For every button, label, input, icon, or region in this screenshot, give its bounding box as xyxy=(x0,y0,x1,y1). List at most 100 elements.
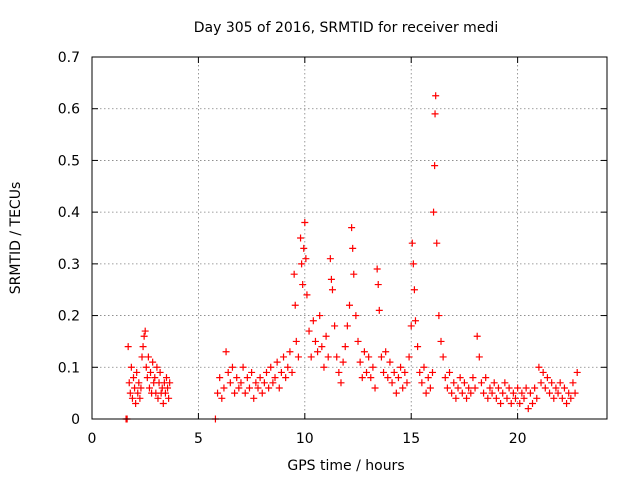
data-point xyxy=(348,224,356,232)
data-point xyxy=(153,363,161,371)
data-point xyxy=(260,379,268,387)
data-point xyxy=(161,389,169,397)
y-tick-label: 0.2 xyxy=(58,309,80,325)
data-point xyxy=(501,379,509,387)
data-point xyxy=(138,353,146,361)
data-point xyxy=(509,389,517,397)
data-point xyxy=(142,363,150,371)
data-point xyxy=(341,343,349,351)
data-point xyxy=(263,368,271,376)
data-point xyxy=(365,353,373,361)
data-point xyxy=(360,348,368,356)
data-point xyxy=(228,363,236,371)
data-point xyxy=(226,379,234,387)
data-point xyxy=(133,368,141,376)
data-point xyxy=(218,394,226,402)
data-point xyxy=(248,368,256,376)
data-point xyxy=(556,379,564,387)
data-point xyxy=(286,348,294,356)
data-point xyxy=(320,363,328,371)
data-point xyxy=(432,92,440,100)
data-point xyxy=(124,343,132,351)
y-tick-label: 0.6 xyxy=(58,102,80,118)
data-point xyxy=(488,389,496,397)
data-point xyxy=(567,394,575,402)
data-point xyxy=(141,327,149,335)
data-point xyxy=(411,317,419,325)
data-point xyxy=(490,379,498,387)
data-point xyxy=(439,353,447,361)
data-point xyxy=(550,394,558,402)
data-point xyxy=(390,368,398,376)
data-point xyxy=(465,384,473,392)
data-point xyxy=(409,260,417,268)
data-point xyxy=(394,374,402,382)
data-point xyxy=(135,379,143,387)
data-point xyxy=(154,394,162,402)
data-point xyxy=(471,384,479,392)
data-point xyxy=(333,353,341,361)
data-point xyxy=(126,389,134,397)
data-point xyxy=(565,389,573,397)
data-point xyxy=(377,353,385,361)
data-point xyxy=(277,368,285,376)
data-point xyxy=(156,368,164,376)
data-point xyxy=(294,353,302,361)
data-point xyxy=(558,394,566,402)
data-point xyxy=(452,394,460,402)
y-tick-label: 0.7 xyxy=(58,50,80,66)
data-point xyxy=(288,368,296,376)
y-tick-label: 0.4 xyxy=(58,205,80,221)
data-point xyxy=(245,384,253,392)
data-point xyxy=(302,255,310,263)
data-point xyxy=(539,368,547,376)
data-point xyxy=(388,379,396,387)
data-point xyxy=(430,208,438,216)
data-point xyxy=(511,394,519,402)
data-point xyxy=(214,389,222,397)
data-point xyxy=(505,384,513,392)
data-point xyxy=(324,353,332,361)
data-point xyxy=(384,374,392,382)
data-point xyxy=(254,384,262,392)
data-point xyxy=(127,363,135,371)
data-point xyxy=(147,368,155,376)
data-point xyxy=(386,358,394,366)
data-point xyxy=(343,322,351,330)
data-point xyxy=(307,353,315,361)
y-tick-label: 0 xyxy=(71,412,80,428)
data-point xyxy=(463,394,471,402)
data-point xyxy=(446,368,454,376)
data-point xyxy=(497,399,505,407)
data-point xyxy=(460,379,468,387)
data-point xyxy=(220,384,228,392)
data-point xyxy=(560,384,568,392)
data-point xyxy=(280,353,288,361)
data-point xyxy=(541,384,549,392)
data-point xyxy=(397,363,405,371)
chart-title: Day 305 of 2016, SRMTID for receiver med… xyxy=(194,20,498,36)
data-point xyxy=(151,374,159,382)
data-point xyxy=(164,384,172,392)
data-point xyxy=(473,332,481,340)
data-point xyxy=(327,275,335,283)
tick-labels: 0 5 10 15 20 0 0.1 0.2 0.3 0.4 0.5 0.6 0.7 xyxy=(58,50,527,447)
data-point xyxy=(129,374,137,382)
data-point xyxy=(458,389,466,397)
data-point xyxy=(375,306,383,314)
data-point xyxy=(492,394,500,402)
data-point xyxy=(424,374,432,382)
data-point xyxy=(422,389,430,397)
data-point xyxy=(216,374,224,382)
x-tick-label: 10 xyxy=(296,431,314,447)
data-point xyxy=(297,234,305,242)
data-point xyxy=(166,379,174,387)
data-point xyxy=(374,281,382,289)
data-point xyxy=(305,327,313,335)
data-point xyxy=(162,374,170,382)
data-point xyxy=(480,389,488,397)
data-point xyxy=(309,317,317,325)
data-point xyxy=(134,389,142,397)
data-point xyxy=(273,358,281,366)
data-point xyxy=(224,368,232,376)
